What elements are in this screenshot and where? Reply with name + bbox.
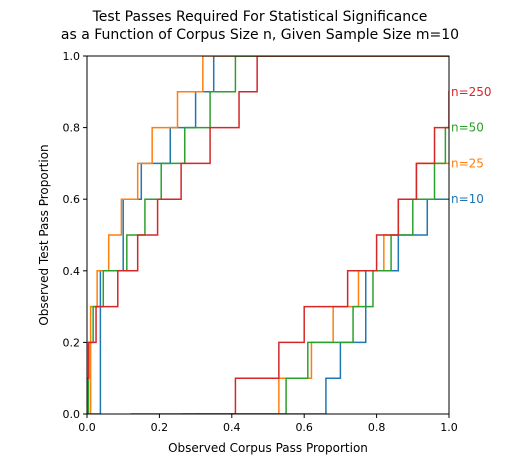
x-axis-label: Observed Corpus Pass Proportion	[168, 441, 368, 455]
plot-frame	[86, 55, 450, 415]
y-axis: 0.0 0.2 0.4 0.6 0.8 1.0	[63, 50, 87, 421]
series-line-lower	[195, 162, 449, 414]
series-line-lower	[228, 198, 449, 414]
y-axis-label: Observed Test Pass Proportion	[37, 144, 51, 325]
x-tick-label: 1.0	[440, 421, 458, 434]
series-label: n=50	[451, 121, 484, 135]
chart-subtitle: as a Function of Corpus Size n, Given Sa…	[61, 27, 459, 43]
x-axis: 0.0 0.2 0.4 0.6 0.8 1.0	[78, 414, 458, 434]
series-line-upper	[87, 56, 449, 414]
series-labels: n=10 n=25 n=50 n=250	[451, 85, 492, 206]
series-label: n=25	[451, 156, 484, 170]
series-line-upper	[87, 56, 449, 414]
series-label: n=10	[451, 192, 484, 206]
y-tick-label: 0.2	[63, 336, 81, 349]
chart-title: Test Passes Required For Statistical Sig…	[92, 9, 428, 25]
series-line-lower	[130, 91, 449, 414]
series-line-lower	[181, 126, 449, 414]
y-tick-label: 0.4	[63, 265, 81, 278]
y-tick-label: 0.0	[63, 408, 81, 421]
y-tick-label: 1.0	[63, 50, 81, 63]
series-label: n=250	[451, 85, 492, 99]
y-tick-label: 0.6	[63, 193, 81, 206]
x-tick-label: 0.8	[368, 421, 386, 434]
x-tick-label: 0.0	[78, 421, 96, 434]
x-tick-label: 0.2	[151, 421, 169, 434]
series-layer	[87, 56, 449, 414]
x-tick-label: 0.4	[223, 421, 241, 434]
x-tick-label: 0.6	[295, 421, 313, 434]
y-tick-label: 0.8	[63, 122, 81, 135]
